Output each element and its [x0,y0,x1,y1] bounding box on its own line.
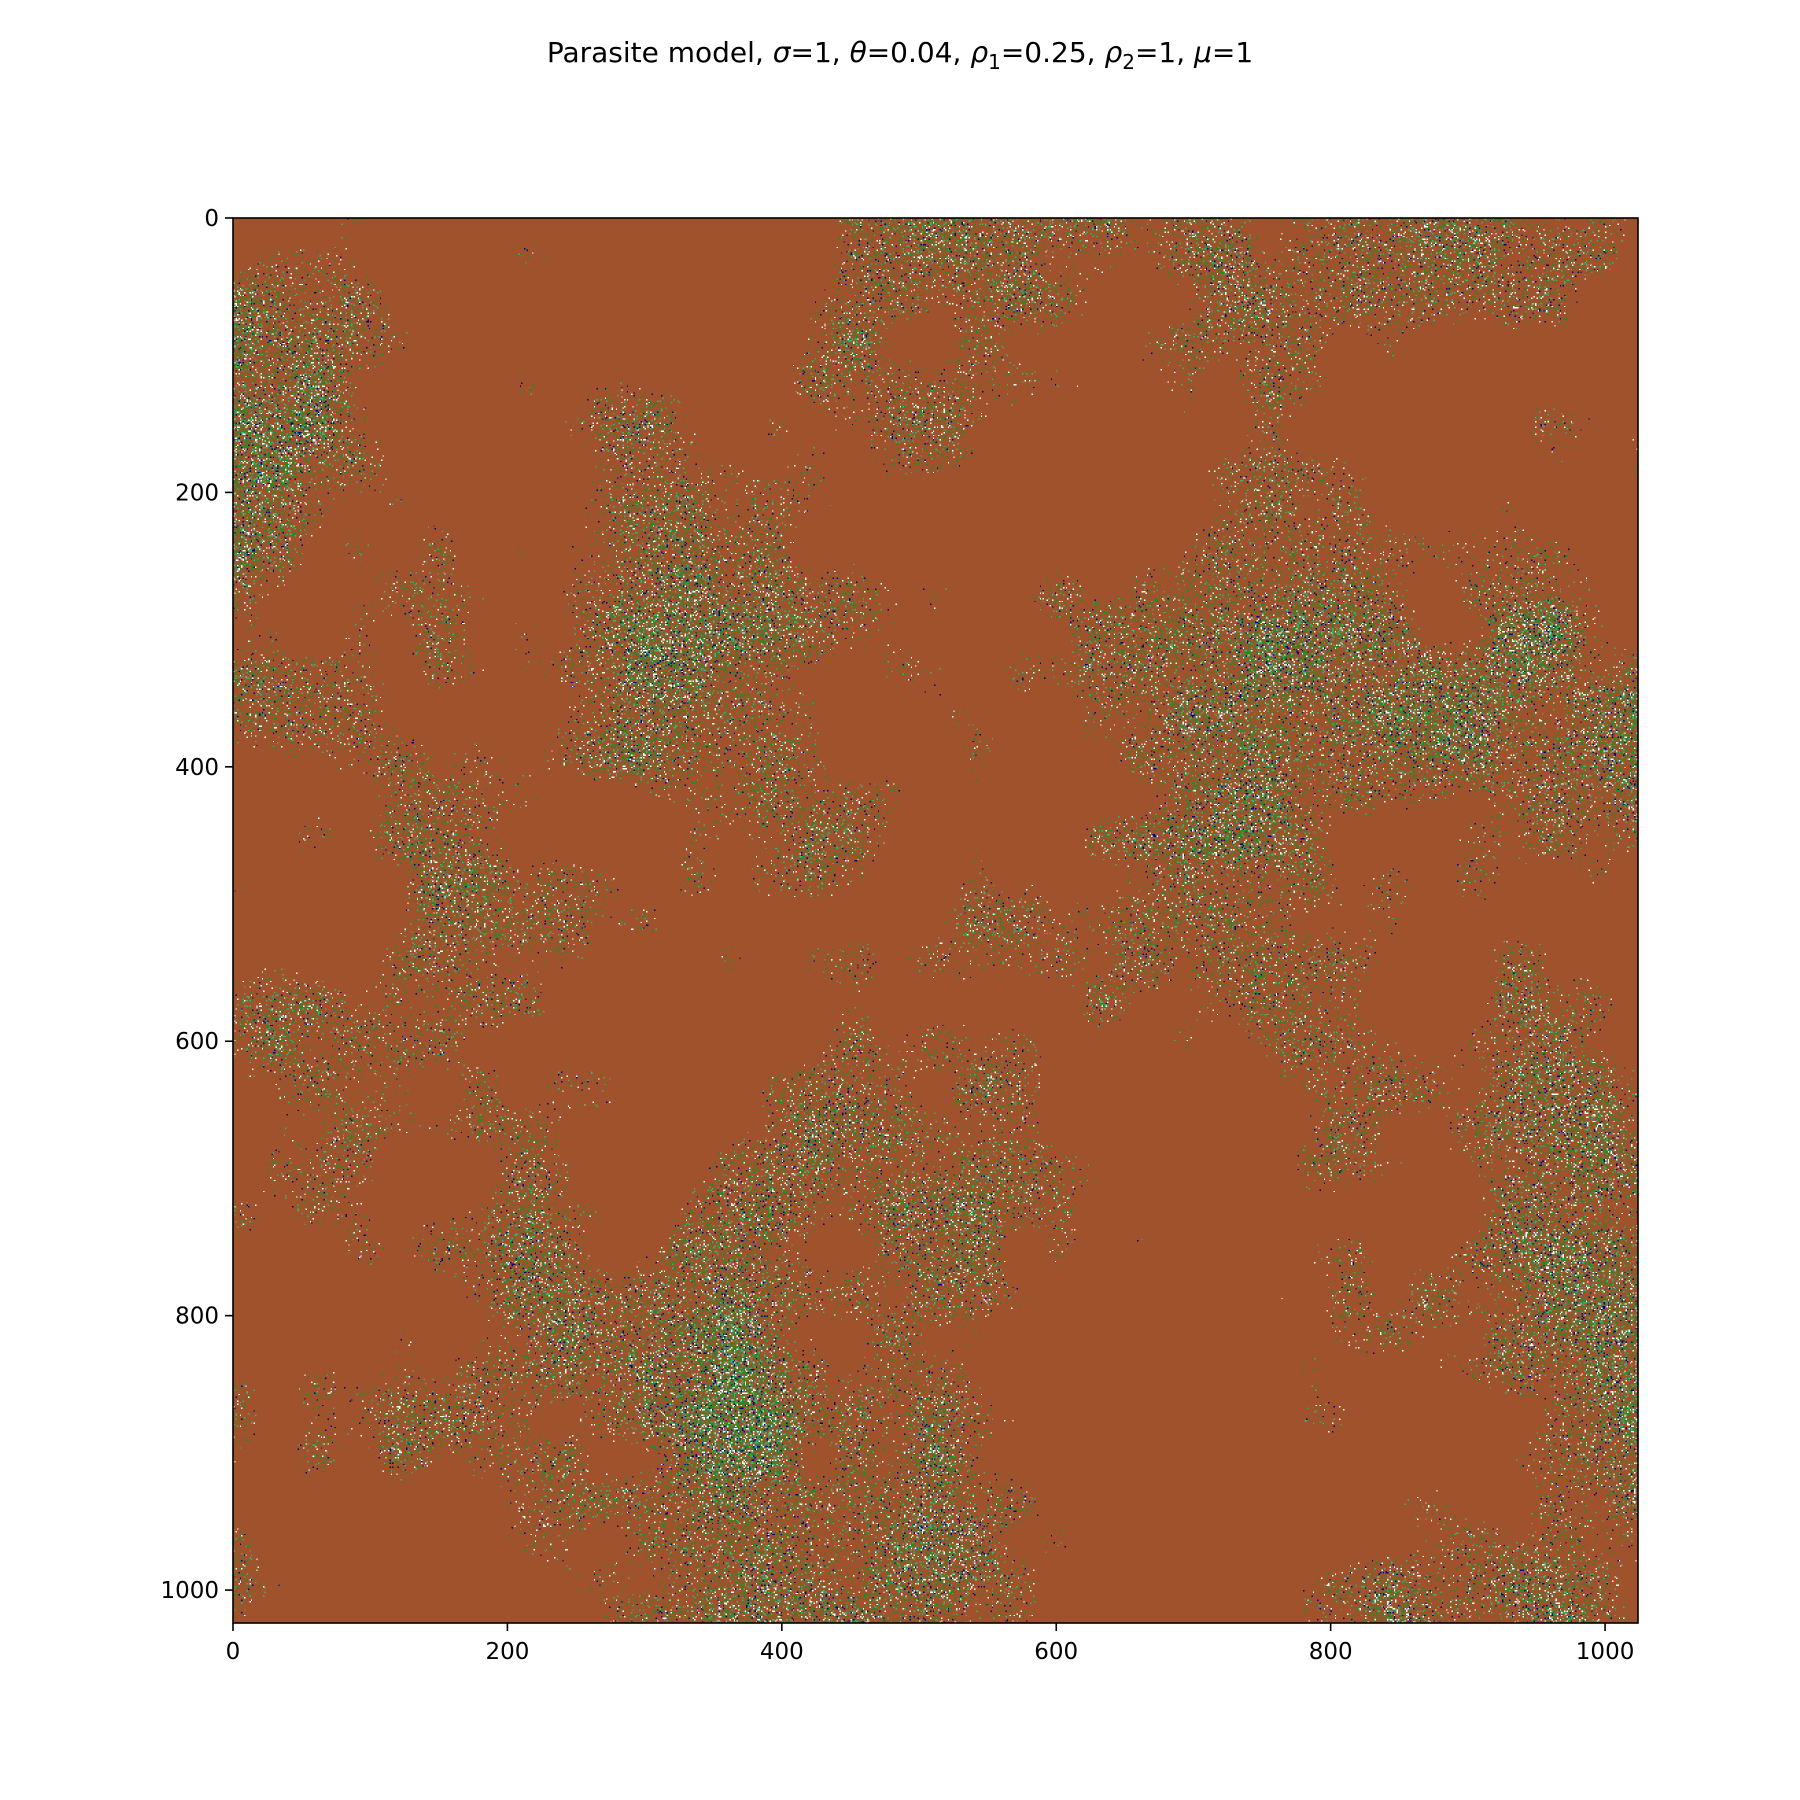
y-tick-label: 600 [175,1029,219,1055]
y-tick-label: 1000 [160,1578,219,1604]
plot-frame [232,217,1639,1624]
x-axis: 0 200 400 600 800 1000 [226,1623,1635,1665]
y-axis: 0 200 400 600 800 1000 [160,206,233,1604]
x-tick-label: 400 [760,1639,804,1665]
y-tick-label: 0 [204,206,219,232]
heatmap-cells [233,218,1638,1623]
x-tick-label: 200 [485,1639,529,1665]
y-tick-label: 800 [175,1304,219,1330]
x-tick-label: 1000 [1576,1639,1635,1665]
y-tick-label: 200 [175,480,219,506]
heatmap-plot-area [232,217,1639,1624]
x-tick-label: 800 [1309,1639,1353,1665]
chart-title: Parasite model, σ=1, θ=0.04, ρ1=0.25, ρ2… [547,36,1253,74]
y-tick-label: 400 [175,755,219,781]
x-tick-label: 0 [226,1639,241,1665]
x-tick-label: 600 [1034,1639,1078,1665]
